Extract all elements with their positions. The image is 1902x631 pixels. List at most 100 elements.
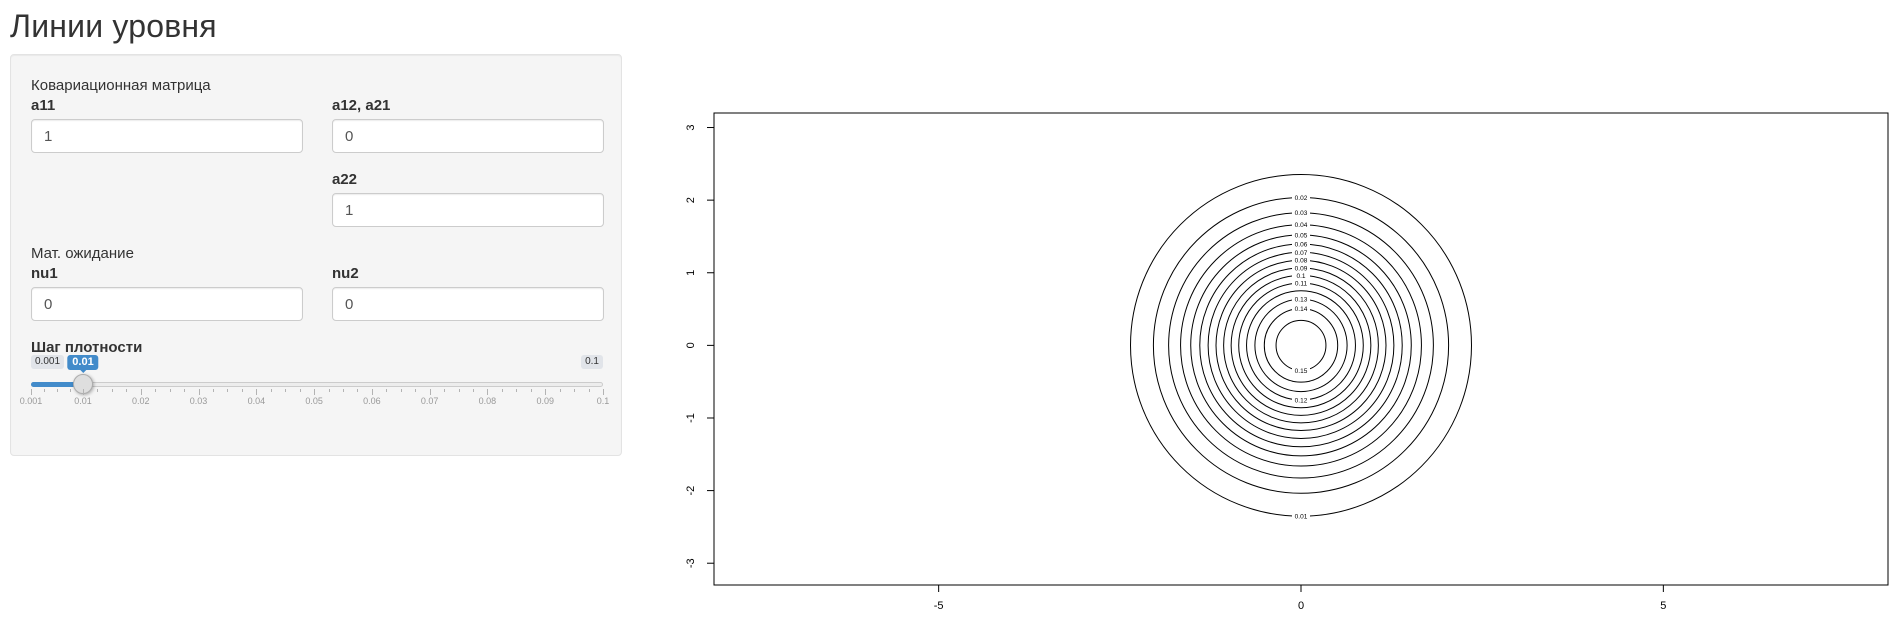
slider-minor-tick (588, 389, 590, 392)
slider-minor-tick (44, 389, 45, 392)
page-title: Линии уровня (10, 8, 217, 44)
slider-tick-label: 0.08 (478, 396, 497, 406)
slider-minor-tick (530, 389, 532, 392)
slider-tick-label: 0.07 (420, 396, 439, 406)
contour-label-bg (1292, 295, 1310, 303)
slider-minor-tick (155, 389, 157, 392)
slider-minor-tick (559, 389, 561, 392)
slider-minor-tick (473, 389, 474, 392)
contour-label: 0.03 (1295, 210, 1308, 217)
contour-label-bg (1292, 396, 1310, 404)
contour-label: 0.11 (1295, 280, 1308, 287)
slider-tick-label: 0.001 (19, 396, 43, 406)
density-step-slider[interactable]: 0.001 0.1 0.01 0.001 0.01 0.02 0.03 0.04 0.05… (20, 355, 609, 415)
slider-tick (314, 389, 316, 395)
nu2-input[interactable] (332, 287, 604, 321)
slider-tick (545, 389, 547, 395)
contour-label: 0.15 (1295, 368, 1308, 375)
slider-minor-tick (126, 389, 128, 392)
contour-label: 0.09 (1295, 265, 1308, 272)
y-tick-label: -2 (685, 486, 697, 496)
slider-minor-tick (328, 389, 330, 392)
x-tick-label: 5 (1660, 600, 1666, 612)
nu1-input[interactable] (31, 287, 303, 321)
contour-label-bg (1292, 512, 1310, 520)
slider-tick-label: 0.02 (132, 396, 150, 406)
y-tick-label: -1 (685, 413, 697, 423)
slider-minor-tick (285, 389, 287, 392)
contour-label-bg (1292, 193, 1310, 201)
slider-tick (198, 389, 200, 395)
slider-minor-tick (213, 389, 214, 392)
slider-minor-tick (169, 389, 171, 392)
contour-label-bg (1292, 209, 1310, 217)
x-tick-label: -5 (934, 600, 944, 612)
slider-minor-tick (574, 389, 576, 392)
a22-label: a22 (332, 171, 358, 188)
slider-tick (371, 389, 373, 395)
contour-label: 0.02 (1295, 195, 1308, 202)
sidebar-panel: Ковариационная матрица a11 a12, a21 a22 … (10, 54, 622, 456)
y-tick-label: 3 (685, 124, 697, 130)
slider-tick (140, 389, 142, 395)
y-tick-label: -3 (685, 558, 697, 568)
slider-minor-tick (501, 389, 503, 392)
slider-minor-tick (227, 389, 229, 392)
slider-minor-tick (57, 389, 58, 392)
contour-label-bg (1292, 279, 1310, 287)
mean-section-label: Мат. ожидание (31, 245, 134, 262)
a11-input[interactable] (31, 119, 303, 153)
slider-minor-tick (516, 389, 518, 392)
slider-minor-tick (357, 389, 359, 392)
slider-max-label: 0.1 (581, 355, 603, 369)
y-tick-label: 2 (685, 197, 697, 203)
x-tick-label: 0 (1298, 600, 1304, 612)
contour-label-bg (1292, 221, 1310, 229)
slider-minor-tick (270, 389, 272, 392)
contour-label: 0.13 (1295, 297, 1308, 304)
slider-tick-label: 0.01 (74, 396, 92, 406)
nu2-label: nu2 (332, 265, 359, 282)
contour-label-bg (1292, 256, 1310, 264)
contour-label-bg (1292, 231, 1310, 239)
slider-tick-label: 0.09 (536, 396, 554, 406)
slider-minor-tick (400, 389, 402, 392)
contour-label-bg (1292, 271, 1310, 279)
contour-label: 0.14 (1295, 306, 1308, 313)
slider-tick (487, 389, 489, 395)
y-tick-label: 0 (685, 342, 697, 348)
contour-label: 0.05 (1295, 232, 1308, 239)
a12-input[interactable] (332, 119, 604, 153)
slider-minor-tick (458, 389, 460, 392)
slider-tick (256, 389, 258, 395)
slider-value-label: 0.01 (67, 355, 99, 373)
slider-tick (83, 389, 84, 395)
slider-minor-tick (415, 389, 417, 392)
a22-input[interactable] (332, 193, 604, 227)
slider-min-label: 0.001 (31, 355, 65, 369)
slider-minor-tick (343, 389, 344, 392)
slider-tick (429, 389, 431, 395)
contour-plot: -5 0 5 -3 -2 -1 0 1 2 3 0.01 0.02 0.03 0.04 0.05 0.06 0.… (685, 112, 1889, 612)
slider-minor-tick (184, 389, 186, 392)
slider-minor-tick (386, 389, 388, 392)
contour-label: 0.04 (1295, 222, 1308, 229)
contour-line (1275, 319, 1327, 371)
contour-label-bg (1292, 248, 1310, 256)
contour-label: 0.07 (1295, 250, 1308, 257)
slider-track[interactable] (31, 382, 603, 387)
covariance-section-label: Ковариационная матрица (31, 77, 211, 94)
contour-label-bg (1292, 264, 1310, 272)
slider-minor-tick (241, 389, 243, 392)
contour-label-bg (1292, 240, 1310, 248)
slider-tick (603, 389, 604, 395)
nu1-label: nu1 (31, 265, 58, 282)
slider-minor-tick (97, 389, 99, 392)
contour-label-bg (1292, 305, 1310, 313)
slider-tick-label: 0.1 (596, 396, 610, 406)
slider-tick-label: 0.06 (363, 396, 381, 406)
slider-minor-tick (111, 389, 113, 392)
slider-tick-label: 0.04 (247, 396, 266, 406)
a11-label: a11 (31, 97, 56, 114)
slider-fill (31, 382, 83, 387)
